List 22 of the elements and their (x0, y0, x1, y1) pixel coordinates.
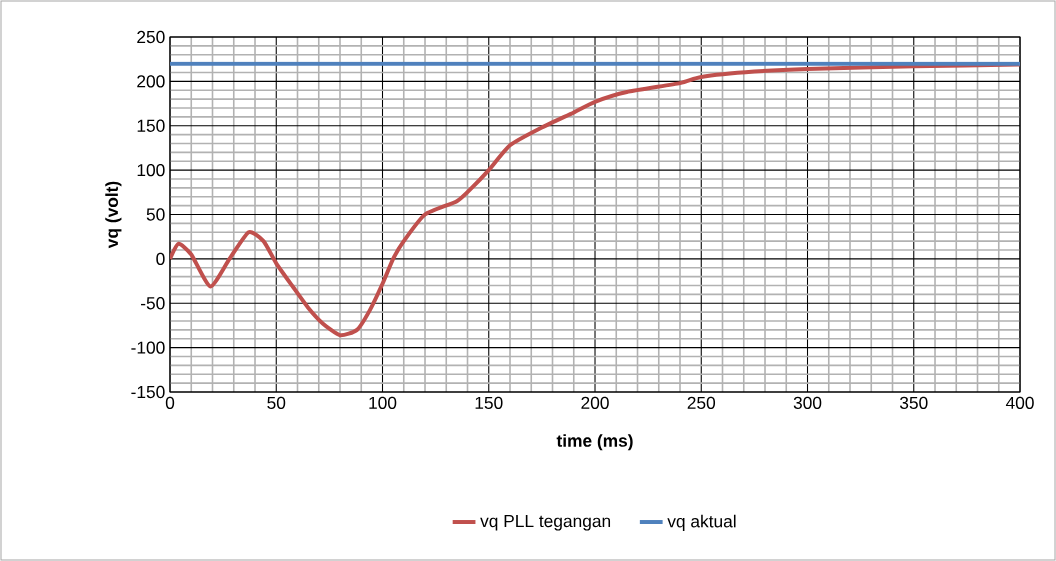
y-axis-title: vq (volt) (105, 181, 122, 249)
y-tick-label: 100 (137, 163, 165, 177)
x-tick-label: 200 (581, 396, 609, 409)
x-tick-label: 350 (899, 396, 928, 409)
legend-label: vq PLL tegangan (480, 515, 611, 531)
x-tick-label: 50 (267, 396, 286, 409)
y-tick-label: -50 (141, 297, 165, 310)
x-tick-label: 0 (165, 396, 175, 409)
y-tick-label: 0 (156, 252, 165, 266)
x-tick-label: 400 (1005, 396, 1034, 409)
x-tick-label: 250 (687, 396, 716, 409)
x-tick-label: 300 (793, 396, 822, 409)
y-tick-label: 50 (146, 208, 165, 221)
x-axis-title: time (ms) (556, 434, 633, 451)
y-tick-label: -100 (131, 341, 165, 354)
y-tick-label: 200 (137, 75, 165, 88)
x-tick-label: 150 (475, 396, 503, 409)
y-tick-label: 150 (137, 119, 165, 132)
y-tick-label: 250 (137, 30, 165, 44)
y-tick-label: -150 (131, 385, 165, 399)
legend-label: vq aktual (667, 514, 736, 531)
x-tick-label: 100 (369, 396, 397, 409)
